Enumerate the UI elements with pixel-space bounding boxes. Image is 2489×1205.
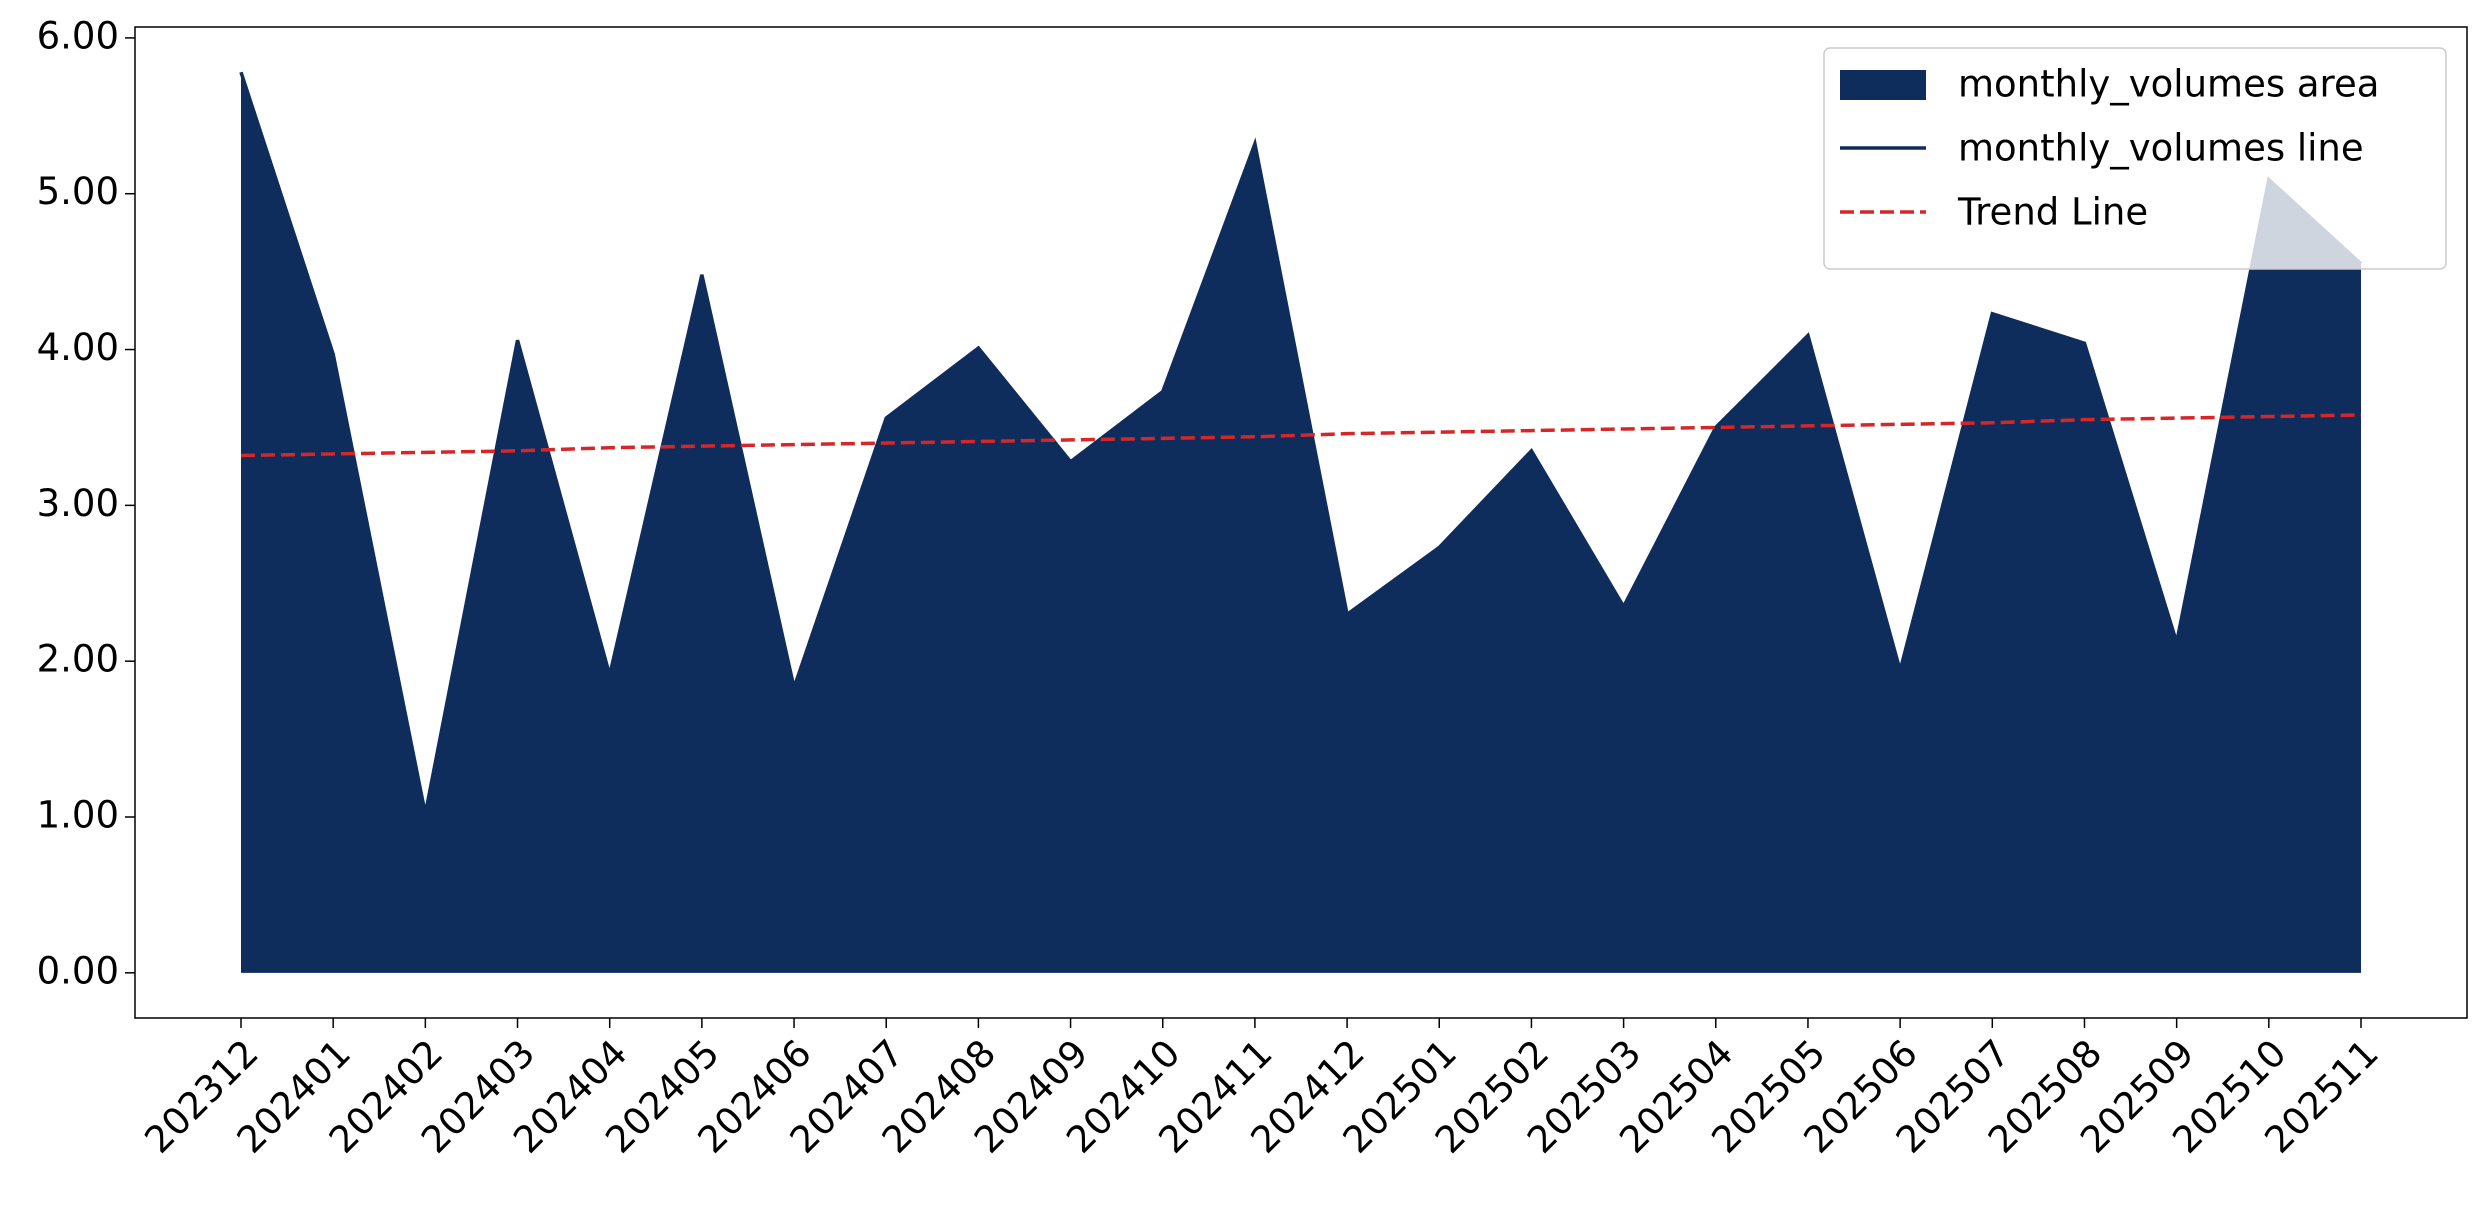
y-tick-label: 2.00 xyxy=(37,638,119,681)
legend-label: monthly_volumes line xyxy=(1958,127,2364,170)
area xyxy=(241,72,2361,973)
plot-frame xyxy=(134,26,2468,1019)
y-tick-label: 0.00 xyxy=(37,949,119,992)
y-tick-label: 1.00 xyxy=(37,793,119,836)
y-tick-label: 4.00 xyxy=(37,326,119,369)
legend-label: monthly_volumes area xyxy=(1958,63,2379,106)
y-tick-label: 3.00 xyxy=(37,482,119,525)
trend-line xyxy=(240,413,2362,458)
legend-box xyxy=(1823,47,2447,270)
y-tick-label: 6.00 xyxy=(37,14,119,57)
y-tick-label: 5.00 xyxy=(37,170,119,213)
legend-label: Trend Line xyxy=(1957,191,2148,234)
line xyxy=(239,71,2363,815)
legend-swatch xyxy=(1840,70,1926,100)
